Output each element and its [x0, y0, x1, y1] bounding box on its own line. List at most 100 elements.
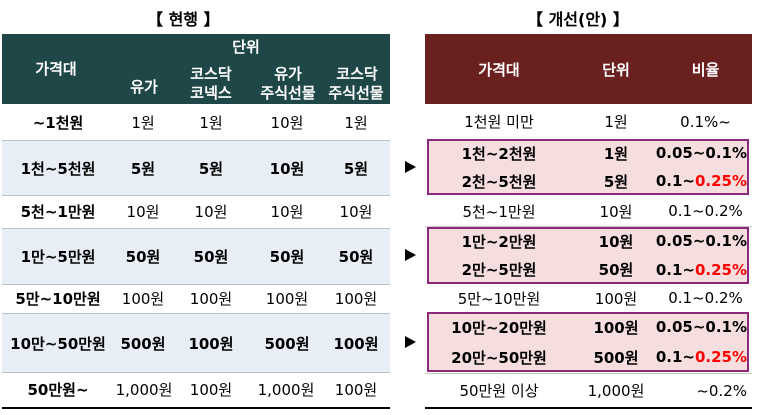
row-kospi-futures: 1,000원	[257, 380, 315, 399]
row-kosdaq-futures: 5원	[343, 159, 369, 178]
row-ratio: ~0.2%	[696, 381, 747, 400]
row-ratio: 0.1%~	[680, 112, 731, 131]
row-unit: 1원	[604, 113, 628, 131]
row-ratio: 0.1~0.2%	[668, 289, 743, 307]
current-table-header: 가격대 단위 유가 코스닥 코넥스 유가 주식선물 코스닥 주식선물	[2, 34, 390, 104]
arrow-right-icon	[405, 161, 416, 173]
row-ratio: 0.05~0.1%	[655, 144, 747, 162]
row-kosdaq-futures: 50원	[338, 248, 374, 266]
row-kosdaq: 1원	[199, 113, 223, 132]
row-unit: 100원	[593, 318, 639, 337]
row-divider	[425, 373, 752, 374]
row-price: 5천~1만원	[20, 202, 96, 221]
table-row: 1만~2만원 10원 0.05~0.1%	[425, 227, 752, 255]
row-unit: 10원	[599, 202, 633, 221]
header-kosdaq: 코스닥	[190, 65, 232, 83]
row-price: 5천~1만원	[462, 202, 536, 221]
header-kosdaq-futures-b: 주식선물	[328, 84, 384, 102]
header-kospi: 유가	[130, 78, 158, 96]
ratio-highlight: 0.25%	[694, 260, 747, 279]
table-row: 1만~5만원 50원 50원 50원 50원	[2, 228, 390, 285]
row-price: 1천~2천원	[461, 144, 537, 163]
header-kospi-futures-b: 주식선물	[260, 84, 316, 102]
arrow-right-icon	[405, 336, 416, 348]
row-unit: 5원	[603, 172, 629, 191]
table-row: 20만~50만원 500원 0.1~ 0.25%	[425, 342, 752, 372]
current-table-bottom-rule	[2, 407, 390, 409]
current-title: 【 현행 】	[147, 10, 220, 29]
row-kospi: 100원	[121, 289, 165, 308]
row-price: 10만~50만원	[10, 334, 106, 353]
row-ratio: 0.1~ 0.25%	[655, 255, 747, 284]
header-unit: 단위	[232, 38, 260, 56]
arrow-right-icon	[405, 249, 416, 261]
header-konex: 코넥스	[190, 84, 232, 102]
row-price: 1천원 미만	[464, 113, 534, 131]
header-kospi-futures-a: 유가	[274, 65, 302, 83]
row-kospi-futures: 50원	[269, 248, 305, 266]
header-price: 가격대	[35, 60, 77, 78]
row-kosdaq: 50원	[193, 248, 229, 266]
table-row: ~1천원 1원 1원 10원 1원	[2, 104, 390, 140]
table-row: 2천~5천원 5원 0.1~ 0.25%	[425, 167, 752, 195]
row-kosdaq-futures: 100원	[334, 380, 378, 399]
table-row: 5천~1만원 10원 10원 10원 10원	[2, 194, 390, 228]
row-divider	[425, 226, 752, 227]
row-price: 1만~5만원	[20, 248, 96, 266]
ratio-start: 0.1~	[655, 348, 695, 366]
table-row: 5천~1만원 10원 0.1~0.2%	[425, 195, 752, 227]
row-kospi-futures: 10원	[270, 202, 304, 221]
header-price: 가격대	[478, 60, 520, 79]
row-unit: 10원	[598, 232, 634, 251]
row-price: 1천~5천원	[20, 159, 96, 178]
row-kosdaq-futures: 10원	[339, 202, 373, 221]
row-kosdaq: 100원	[189, 380, 233, 399]
table-row: 50만원~ 1,000원 100원 1,000원 100원	[2, 371, 390, 407]
row-kosdaq: 100원	[189, 289, 233, 308]
row-price: 2천~5천원	[461, 172, 537, 191]
row-price: 5만~10만원	[15, 289, 101, 308]
header-ratio: 비율	[691, 60, 720, 79]
row-unit: 100원	[594, 289, 638, 308]
table-row: 5만~10만원 100원 100원 100원 100원	[2, 283, 390, 313]
row-kospi: 500원	[120, 334, 166, 353]
row-kospi: 1,000원	[115, 380, 173, 399]
table-row: 10만~50만원 500원 100원 500원 100원	[2, 313, 390, 373]
proposed-table-bottom-rule	[425, 407, 752, 409]
row-unit: 1,000원	[587, 382, 645, 400]
proposed-title: 【 개선(안) 】	[527, 10, 629, 29]
highlight-box	[427, 227, 749, 284]
row-price: 50만원 이상	[459, 382, 539, 400]
row-kosdaq: 10원	[194, 202, 228, 221]
row-unit: 50원	[598, 261, 634, 279]
row-kospi-futures: 500원	[264, 334, 310, 353]
row-kospi: 5원	[130, 159, 156, 178]
header-kosdaq-futures-a: 코스닥	[336, 65, 378, 83]
table-row: 1천원 미만 1원 0.1%~	[425, 104, 752, 139]
table-row: 1천~2천원 1원 0.05~0.1%	[425, 139, 752, 167]
row-ratio: 0.05~0.1%	[655, 318, 747, 336]
row-price: 50만원~	[27, 380, 89, 399]
table-row: 1천~5천원 5원 5원 10원 5원	[2, 140, 390, 196]
row-kosdaq-futures: 1원	[344, 113, 368, 132]
row-unit: 500원	[593, 348, 639, 367]
row-price: 1만~2만원	[461, 232, 537, 251]
ratio-start: 0.1~	[655, 172, 695, 190]
ratio-start: 0.1~	[655, 260, 695, 279]
row-ratio: 0.1~ 0.25%	[655, 167, 747, 195]
row-kospi-futures: 100원	[265, 289, 309, 308]
header-unit: 단위	[602, 60, 630, 79]
row-kospi-futures: 10원	[270, 113, 304, 132]
table-row: 5만~10만원 100원 0.1~0.2%	[425, 284, 752, 312]
row-unit: 1원	[603, 144, 629, 163]
table-row: 50만원 이상 1,000원 ~0.2%	[425, 374, 752, 407]
row-price: ~1천원	[32, 113, 84, 132]
row-kosdaq: 100원	[188, 334, 234, 353]
row-kospi-futures: 10원	[269, 159, 305, 178]
row-kosdaq-futures: 100원	[334, 289, 378, 308]
row-price: 5만~10만원	[457, 289, 541, 308]
table-row: 2만~5만원 50원 0.1~ 0.25%	[425, 255, 752, 284]
highlight-box	[427, 139, 749, 195]
row-ratio: 0.05~0.1%	[655, 232, 747, 250]
proposed-table-header: 가격대 단위 비율	[425, 34, 752, 104]
